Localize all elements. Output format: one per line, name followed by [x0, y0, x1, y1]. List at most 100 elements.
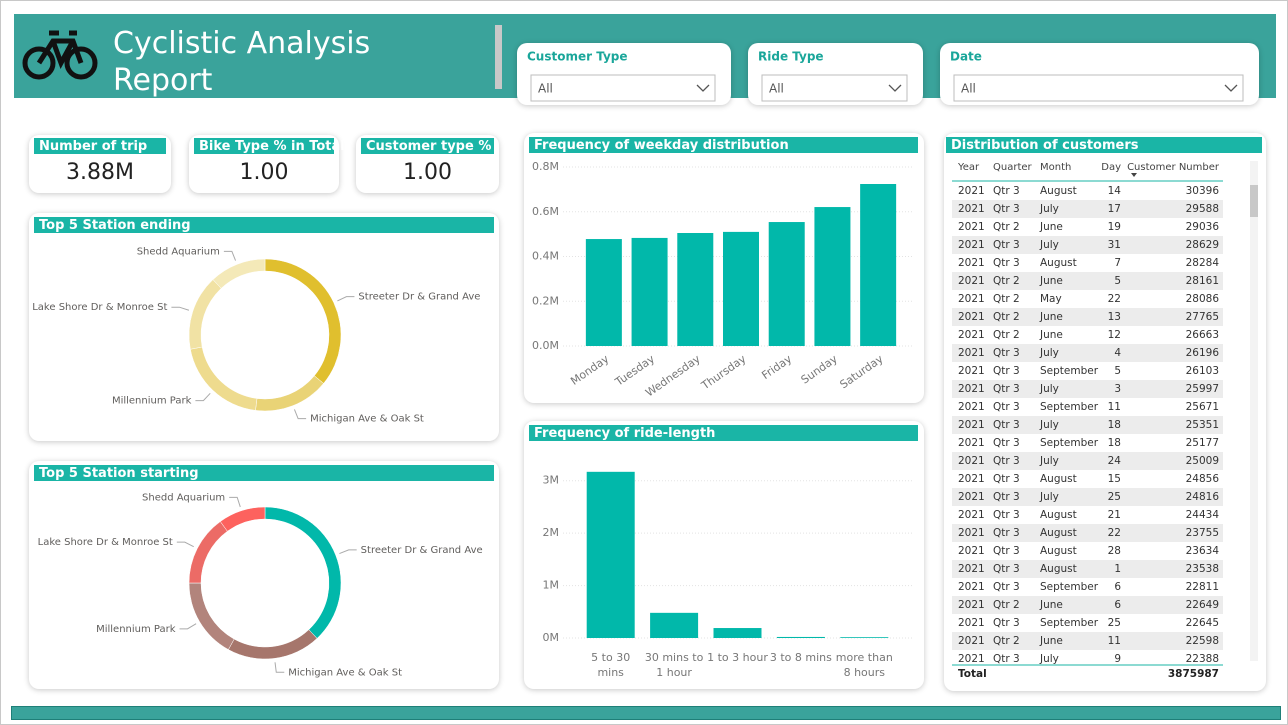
title-bar [34, 465, 494, 481]
table-cell: 26196 [1186, 347, 1220, 359]
donut-segment [264, 506, 342, 639]
table-cell: 13 [1108, 311, 1121, 323]
table-cell: 6 [1114, 599, 1121, 611]
bar [768, 222, 805, 346]
panel-title: Distribution of customers [951, 138, 1139, 153]
x-tick-label: 3 to 8 mins [769, 651, 832, 664]
table-cell: Qtr 3 [993, 455, 1020, 467]
scrollbar-track[interactable] [1250, 161, 1258, 661]
bar [776, 636, 825, 638]
leader-line [171, 306, 190, 311]
dropdown-chevron [1224, 84, 1238, 92]
leader-line [176, 541, 194, 548]
table-cell: 5 [1114, 365, 1121, 377]
y-tick-label: 0.2M [532, 294, 559, 307]
table-cell: June [1039, 311, 1063, 323]
panel-title: Top 5 Station starting [39, 466, 199, 481]
table-cell: September [1040, 581, 1099, 593]
panel-title: Customer type % [366, 139, 491, 154]
table-cell: 24816 [1186, 491, 1220, 503]
table-cell: 2021 [958, 491, 985, 503]
x-tick-label: Sunday [799, 352, 841, 387]
table-cell: Qtr 2 [993, 275, 1020, 287]
table-cell: July [1039, 239, 1059, 251]
leader-line [223, 250, 237, 261]
x-tick-label: more than 8 hours [835, 651, 893, 679]
table-cell: 2021 [958, 581, 985, 593]
y-tick-label: 0.6M [532, 205, 559, 218]
table-cell: 22811 [1186, 581, 1219, 593]
table-cell: 2021 [958, 275, 985, 287]
table-cell: Qtr 3 [993, 437, 1020, 449]
row-band [952, 524, 1223, 542]
table-cell: August [1040, 509, 1077, 521]
table-cell: 6 [1114, 581, 1121, 593]
bar [860, 184, 897, 346]
table-cell: 2021 [958, 401, 985, 413]
table-cell: 11 [1108, 635, 1121, 647]
table-cell: 2021 [958, 599, 985, 611]
y-tick-label: 0.0M [532, 339, 559, 352]
table-cell: 2021 [958, 311, 985, 323]
table-cell: August [1040, 257, 1077, 269]
leader-line [179, 623, 197, 630]
table-cell: 2021 [958, 221, 985, 233]
filter-value: All [961, 82, 976, 96]
table-cell: 25177 [1186, 437, 1219, 449]
slice-label: Millennium Park [96, 624, 176, 635]
table-cell: 22 [1108, 527, 1121, 539]
row-band [952, 632, 1223, 650]
bar [840, 637, 889, 638]
table-cell: Qtr 2 [993, 635, 1020, 647]
table-cell: 2021 [958, 419, 985, 431]
table-cell: August [1040, 527, 1077, 539]
table-cell: 25 [1108, 617, 1121, 629]
column-header: Quarter [993, 162, 1033, 173]
table-cell: July [1039, 491, 1059, 503]
table-cell: September [1040, 401, 1099, 413]
footer-band [11, 706, 1281, 720]
table-cell: September [1040, 617, 1099, 629]
table-cell: 2021 [958, 563, 985, 575]
table-cell: Qtr 2 [993, 293, 1020, 305]
table-cell: 22598 [1186, 635, 1219, 647]
table-cell: September [1040, 365, 1099, 377]
table-cell: 2021 [958, 617, 985, 629]
donut-segment [188, 582, 235, 650]
donut-segment [264, 258, 342, 384]
table-cell: 5 [1114, 275, 1121, 287]
kpi-value: 1.00 [403, 160, 452, 185]
table-cell: 28 [1108, 545, 1121, 557]
filter-dropdown[interactable] [761, 74, 908, 102]
bike-icon [22, 30, 98, 80]
table-cell: 2021 [958, 635, 985, 647]
filter-dropdown[interactable] [530, 74, 716, 102]
table-cell: Qtr 3 [993, 401, 1020, 413]
table-cell: Qtr 2 [993, 221, 1020, 233]
title-bar [946, 137, 1262, 153]
table-cell: 2021 [958, 365, 985, 377]
filter-dropdown[interactable] [953, 74, 1244, 102]
sort-arrow [1131, 173, 1137, 177]
table-cell: July [1039, 383, 1059, 395]
table-cell: June [1039, 221, 1063, 233]
slice-label: Streeter Dr & Grand Ave [358, 292, 480, 303]
table-cell: 28629 [1186, 239, 1219, 251]
table-cell: Qtr 3 [993, 257, 1020, 269]
table-cell: 25 [1108, 491, 1121, 503]
table-cell: July [1039, 347, 1059, 359]
table-cell: 7 [1114, 257, 1121, 269]
row-band [952, 380, 1223, 398]
kpi-value: 3.88M [66, 160, 134, 185]
table-cell: 4 [1114, 347, 1121, 359]
title-bar [34, 138, 166, 154]
table-cell: May [1040, 293, 1062, 305]
table-cell: 3 [1114, 383, 1121, 395]
table-cell: Qtr 3 [993, 491, 1020, 503]
slice-label: Millennium Park [112, 396, 192, 407]
table-cell: 25671 [1186, 401, 1219, 413]
scrollbar-thumb[interactable] [1250, 185, 1258, 217]
table-cell: 17 [1108, 203, 1121, 215]
table-cell: 2021 [958, 527, 985, 539]
y-tick-label: 0M [543, 631, 560, 644]
